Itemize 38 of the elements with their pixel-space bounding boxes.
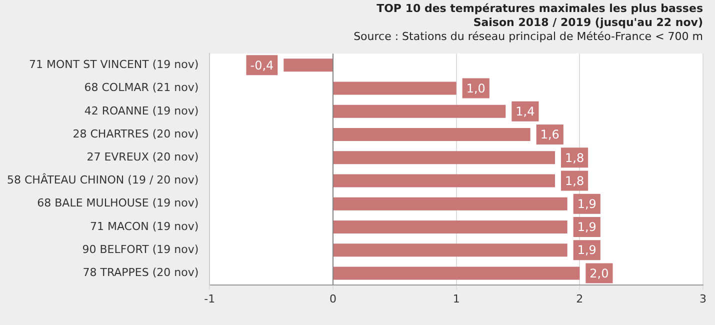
- source-note: Source : Stations du réseau principal de Météo-France < 700 m: [352, 30, 703, 44]
- x-tick-label: 3: [700, 292, 706, 306]
- bar: [333, 174, 555, 188]
- y-tick-label: 68 BALE MULHOUSE (19 nov): [37, 196, 199, 210]
- data-label: 2,0: [590, 266, 609, 280]
- y-tick-label: 78 TRAPPES (20 nov): [82, 266, 199, 280]
- bar: [333, 128, 530, 141]
- bar: [333, 266, 580, 280]
- y-tick-label: 42 ROANNE (19 nov): [84, 104, 199, 118]
- data-label: 1,9: [577, 220, 596, 234]
- bar: [333, 244, 568, 257]
- bar: [333, 151, 555, 164]
- data-label: 1,8: [564, 150, 584, 165]
- data-label: 1,9: [577, 197, 596, 212]
- x-tick-label: 1: [452, 292, 460, 306]
- bar: [333, 104, 506, 118]
- chart-subtitle: Saison 2018 / 2019 (jusqu'au 22 nov): [472, 16, 703, 30]
- bar: [284, 58, 332, 72]
- y-tick-label: 68 COLMAR (21 nov): [84, 81, 199, 94]
- data-label: 1,6: [540, 128, 560, 142]
- x-tick-label: 0: [329, 292, 336, 306]
- data-label: 1,0: [466, 81, 486, 96]
- y-tick-label: 28 CHARTRES (20 nov): [72, 127, 199, 140]
- data-label: -0,4: [250, 58, 274, 72]
- data-label: 1,4: [516, 104, 535, 119]
- y-tick-label: 71 MACON (19 nov): [90, 220, 199, 233]
- y-tick-label: 58 CHÂTEAU CHINON (19 / 20 nov): [6, 172, 199, 187]
- y-tick-label: 27 EVREUX (20 nov): [86, 150, 199, 164]
- y-tick-label: 71 MONT ST VINCENT (19 nov): [28, 58, 199, 72]
- chart-title: TOP 10 des températures maximales les plus basses: [376, 2, 703, 16]
- bar: [333, 197, 568, 210]
- data-label: 1,9: [577, 243, 596, 258]
- bar: [333, 220, 568, 234]
- bar: [333, 82, 456, 95]
- data-label: 1,8: [564, 174, 584, 188]
- x-tick-label: -1: [204, 292, 216, 306]
- x-tick-label: 2: [576, 292, 584, 306]
- y-tick-label: 90 BELFORT (19 nov): [82, 242, 199, 256]
